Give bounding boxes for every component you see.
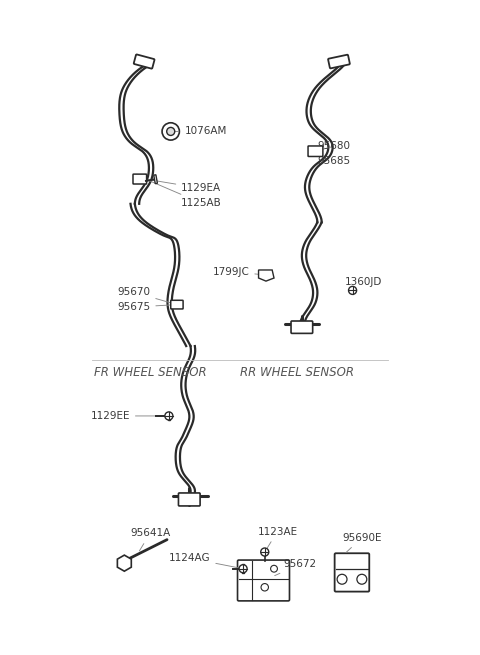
FancyBboxPatch shape [179, 493, 200, 506]
Polygon shape [118, 555, 132, 571]
Text: 1124AG: 1124AG [168, 553, 240, 568]
Circle shape [337, 574, 347, 584]
Text: FR WHEEL SENSOR: FR WHEEL SENSOR [94, 366, 206, 379]
Text: 1129EE: 1129EE [90, 411, 156, 421]
Circle shape [261, 584, 268, 591]
Circle shape [239, 565, 247, 572]
Polygon shape [168, 411, 170, 421]
FancyBboxPatch shape [291, 321, 312, 333]
FancyBboxPatch shape [328, 55, 350, 68]
Circle shape [165, 412, 173, 420]
Text: 1125AB: 1125AB [148, 180, 222, 208]
Polygon shape [242, 565, 244, 573]
Text: 1799JC: 1799JC [213, 267, 263, 277]
Circle shape [162, 122, 180, 140]
Text: 95641A: 95641A [130, 529, 170, 551]
Polygon shape [154, 175, 157, 183]
Circle shape [348, 286, 357, 294]
Text: 1360JD: 1360JD [345, 277, 383, 290]
FancyBboxPatch shape [335, 553, 369, 591]
Circle shape [261, 548, 269, 556]
FancyBboxPatch shape [238, 560, 289, 601]
FancyBboxPatch shape [171, 300, 183, 309]
Text: 95680: 95680 [317, 141, 350, 151]
Circle shape [167, 128, 175, 136]
Text: 1129EA: 1129EA [148, 179, 221, 193]
Text: 95672: 95672 [275, 559, 316, 576]
Text: 95690E: 95690E [342, 533, 382, 553]
Text: 1076AM: 1076AM [173, 126, 227, 136]
Polygon shape [259, 270, 274, 281]
Text: 1123AE: 1123AE [257, 527, 298, 550]
Circle shape [271, 565, 277, 572]
FancyBboxPatch shape [133, 174, 146, 184]
Text: 95675: 95675 [117, 302, 174, 312]
FancyBboxPatch shape [134, 54, 155, 69]
Text: 95685: 95685 [315, 151, 350, 166]
Text: 95670: 95670 [117, 288, 174, 304]
Text: RR WHEEL SENSOR: RR WHEEL SENSOR [240, 366, 354, 379]
Circle shape [357, 574, 367, 584]
FancyBboxPatch shape [308, 146, 323, 157]
